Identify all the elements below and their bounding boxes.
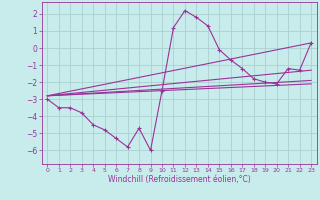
X-axis label: Windchill (Refroidissement éolien,°C): Windchill (Refroidissement éolien,°C) — [108, 175, 251, 184]
